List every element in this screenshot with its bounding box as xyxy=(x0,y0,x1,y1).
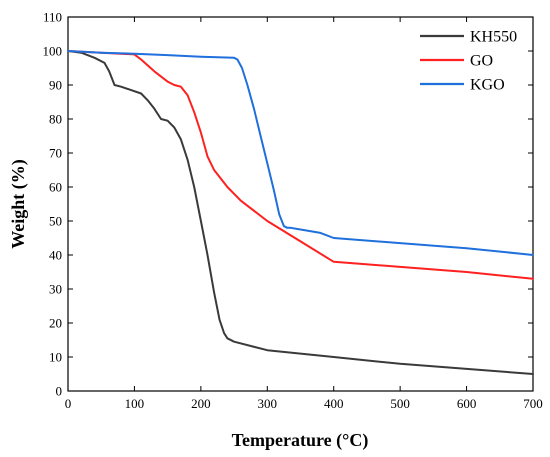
axis-ticks: 0 100 200 300 400 500 600 700 0 10 20 30 40 50 60 70 80 9… xyxy=(43,10,543,412)
x-tick-label: 400 xyxy=(324,396,344,411)
series-lines xyxy=(67,50,534,375)
y-tick-label: 0 xyxy=(56,384,63,399)
y-tick-label: 110 xyxy=(43,10,62,25)
x-tick-label: 0 xyxy=(65,396,72,411)
y-tick-label: 90 xyxy=(49,78,62,93)
y-tick-label: 70 xyxy=(49,146,62,161)
series-line-kgo xyxy=(67,50,534,256)
plot-frame xyxy=(67,16,534,392)
x-tick-label: 700 xyxy=(523,396,543,411)
x-tick-label: 100 xyxy=(125,396,145,411)
series-line-go xyxy=(67,50,534,280)
legend-label-kh550: KH550 xyxy=(470,29,517,46)
y-tick-label: 20 xyxy=(49,316,62,331)
x-tick-label: 200 xyxy=(191,396,211,411)
y-tick-label: 60 xyxy=(49,180,62,195)
legend: KH550 GO KGO xyxy=(420,29,517,94)
y-tick-label: 50 xyxy=(49,214,62,229)
x-tick-label: 500 xyxy=(390,396,410,411)
legend-label-go: GO xyxy=(470,53,493,70)
x-axis-title: Temperature (°C) xyxy=(232,430,369,451)
series-line-kh550 xyxy=(67,50,534,375)
y-tick-label: 100 xyxy=(43,44,63,59)
x-tick-label: 600 xyxy=(457,396,477,411)
y-tick-label: 80 xyxy=(49,112,62,127)
legend-label-kgo: KGO xyxy=(470,77,505,94)
y-tick-label: 30 xyxy=(49,282,62,297)
y-tick-label: 40 xyxy=(49,248,62,263)
y-axis-title: Weight (%) xyxy=(8,159,29,249)
y-tick-label: 10 xyxy=(49,350,62,365)
x-tick-label: 300 xyxy=(258,396,278,411)
